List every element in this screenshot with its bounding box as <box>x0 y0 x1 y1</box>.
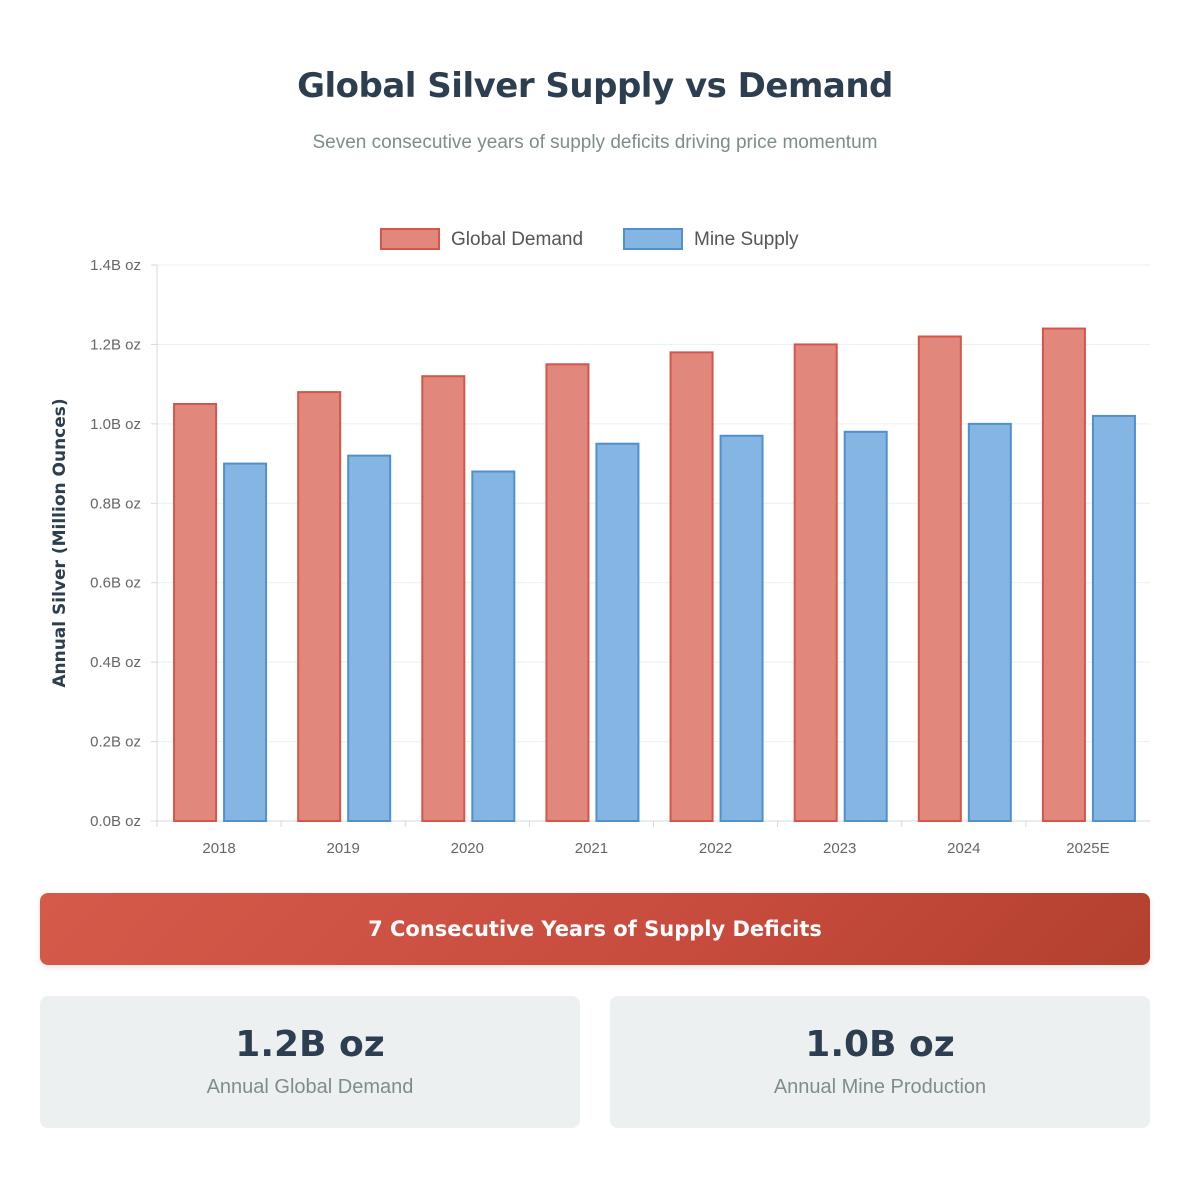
demand-bar-2018[interactable] <box>173 403 218 822</box>
demand-bar-2021[interactable] <box>545 363 590 823</box>
y-tick-label: 1.2B oz <box>90 336 141 353</box>
stat-label: Annual Global Demand <box>206 1076 414 1098</box>
supply-bar-2025e[interactable] <box>1091 414 1136 823</box>
supply-bar-2018[interactable] <box>223 462 268 822</box>
supply-bar-2023[interactable] <box>843 430 888 823</box>
stat-label: Annual Mine Production <box>773 1076 987 1098</box>
x-tick-label: 2020 <box>451 840 484 857</box>
x-tick-label: 2018 <box>202 840 235 857</box>
y-tick-label: 1.4B oz <box>90 257 141 274</box>
legend-label-supply[interactable]: Mine Supply <box>694 229 799 250</box>
chart-bars <box>173 327 1136 823</box>
supply-demand-bar-chart: Global Demand Mine Supply 0.0B oz 0.2B oz 0… <box>50 228 1150 857</box>
legend-swatch-supply[interactable] <box>623 228 683 250</box>
stat-card-supply: 1.0B oz Annual Mine Production <box>610 996 1150 1128</box>
y-tick-label: 0.2B oz <box>90 734 141 751</box>
y-tick-label: 0.0B oz <box>90 813 141 830</box>
demand-bar-2020[interactable] <box>421 375 466 822</box>
demand-bar-2019[interactable] <box>297 391 342 822</box>
demand-bar-2025e[interactable] <box>1041 327 1086 823</box>
x-tick-label: 2021 <box>575 840 608 857</box>
x-axis: 2018 2019 2020 2021 2022 2023 2024 2025E <box>156 821 1110 857</box>
y-tick-label: 0.6B oz <box>90 575 141 592</box>
y-tick-label: 0.8B oz <box>90 495 141 512</box>
x-tick-label: 2019 <box>327 840 360 857</box>
stat-card-demand: 1.2B oz Annual Global Demand <box>40 996 580 1128</box>
y-tick-label: 1.0B oz <box>90 416 141 433</box>
supply-bar-2024[interactable] <box>967 422 1012 822</box>
x-tick-label: 2022 <box>699 840 732 857</box>
supply-bar-2020[interactable] <box>471 470 516 822</box>
deficit-banner: 7 Consecutive Years of Supply Deficits <box>40 893 1150 965</box>
legend-label-demand[interactable]: Global Demand <box>451 229 583 250</box>
demand-bar-2023[interactable] <box>793 343 838 823</box>
stat-value: 1.2B oz <box>235 1024 385 1065</box>
x-tick-label: 2025E <box>1066 840 1109 857</box>
chart-legend: Global Demand Mine Supply <box>380 228 799 250</box>
x-tick-label: 2024 <box>947 840 980 857</box>
x-tick-label: 2023 <box>823 840 856 857</box>
legend-swatch-demand[interactable] <box>380 228 440 250</box>
page-title: Global Silver Supply vs Demand <box>297 66 893 106</box>
demand-bar-2022[interactable] <box>669 351 714 822</box>
supply-bar-2019[interactable] <box>347 454 392 822</box>
y-axis-title: Annual Silver (Million Ounces) <box>50 398 70 687</box>
page-subtitle: Seven consecutive years of supply defici… <box>312 132 878 153</box>
y-tick-label: 0.4B oz <box>90 654 141 671</box>
supply-bar-2022[interactable] <box>719 434 764 822</box>
stat-value: 1.0B oz <box>805 1024 955 1065</box>
supply-bar-2021[interactable] <box>595 442 640 822</box>
demand-bar-2024[interactable] <box>917 335 962 822</box>
